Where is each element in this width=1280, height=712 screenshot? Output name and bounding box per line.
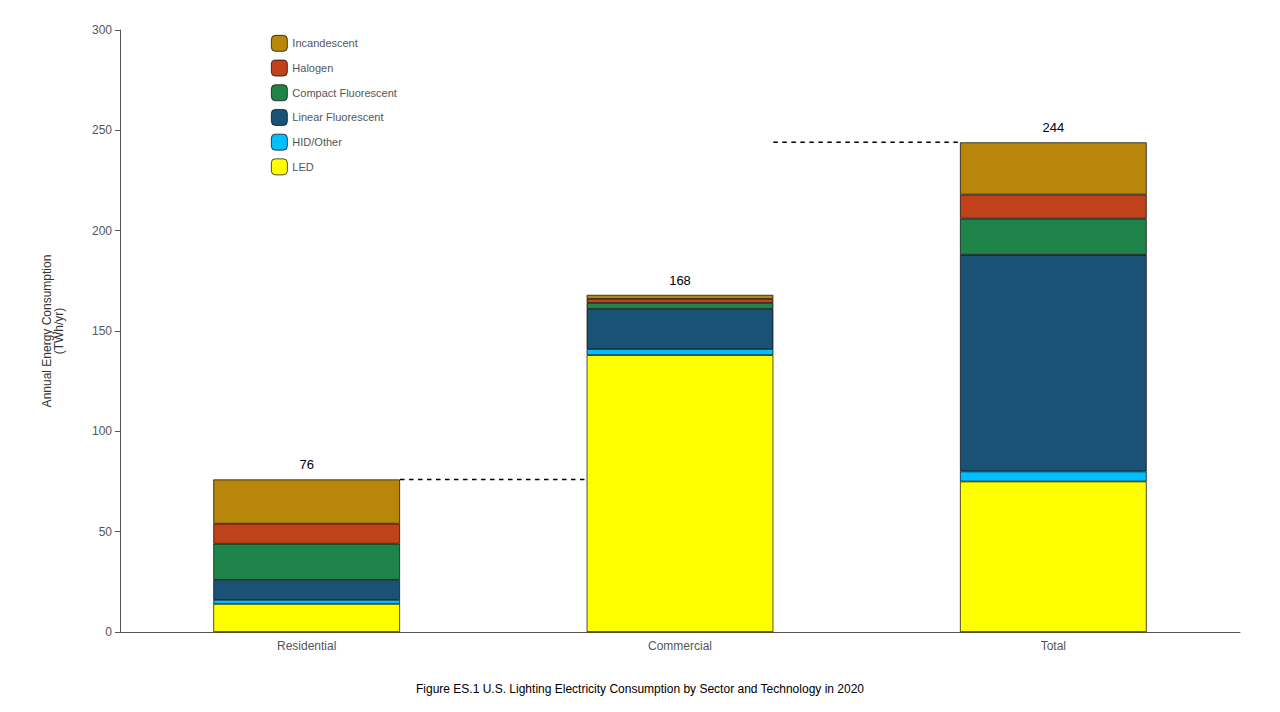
svg-text:LED: LED <box>292 161 313 173</box>
svg-text:76: 76 <box>299 457 313 472</box>
svg-text:200: 200 <box>92 224 112 238</box>
svg-text:Total: Total <box>1041 639 1066 653</box>
svg-text:HID/Other: HID/Other <box>292 136 342 148</box>
svg-text:0: 0 <box>105 625 112 639</box>
svg-text:Commercial: Commercial <box>648 639 712 653</box>
svg-text:100: 100 <box>92 424 112 438</box>
svg-text:Annual Energy Consumption: Annual Energy Consumption <box>40 254 54 408</box>
svg-text:Incandescent: Incandescent <box>292 37 357 49</box>
svg-text:168: 168 <box>669 273 691 288</box>
svg-text:(TWh/yr): (TWh/yr) <box>52 308 66 355</box>
svg-text:Compact Fluorescent: Compact Fluorescent <box>292 87 397 99</box>
svg-text:300: 300 <box>92 23 112 37</box>
svg-text:Linear Fluorescent: Linear Fluorescent <box>292 111 383 123</box>
svg-text:250: 250 <box>92 123 112 137</box>
svg-text:Figure ES.1 U.S. Lighting Elec: Figure ES.1 U.S. Lighting Electricity Co… <box>416 682 864 696</box>
svg-text:50: 50 <box>99 525 113 539</box>
svg-text:Residential: Residential <box>277 639 336 653</box>
svg-text:Halogen: Halogen <box>292 62 333 74</box>
svg-text:244: 244 <box>1042 120 1064 135</box>
svg-text:150: 150 <box>92 324 112 338</box>
